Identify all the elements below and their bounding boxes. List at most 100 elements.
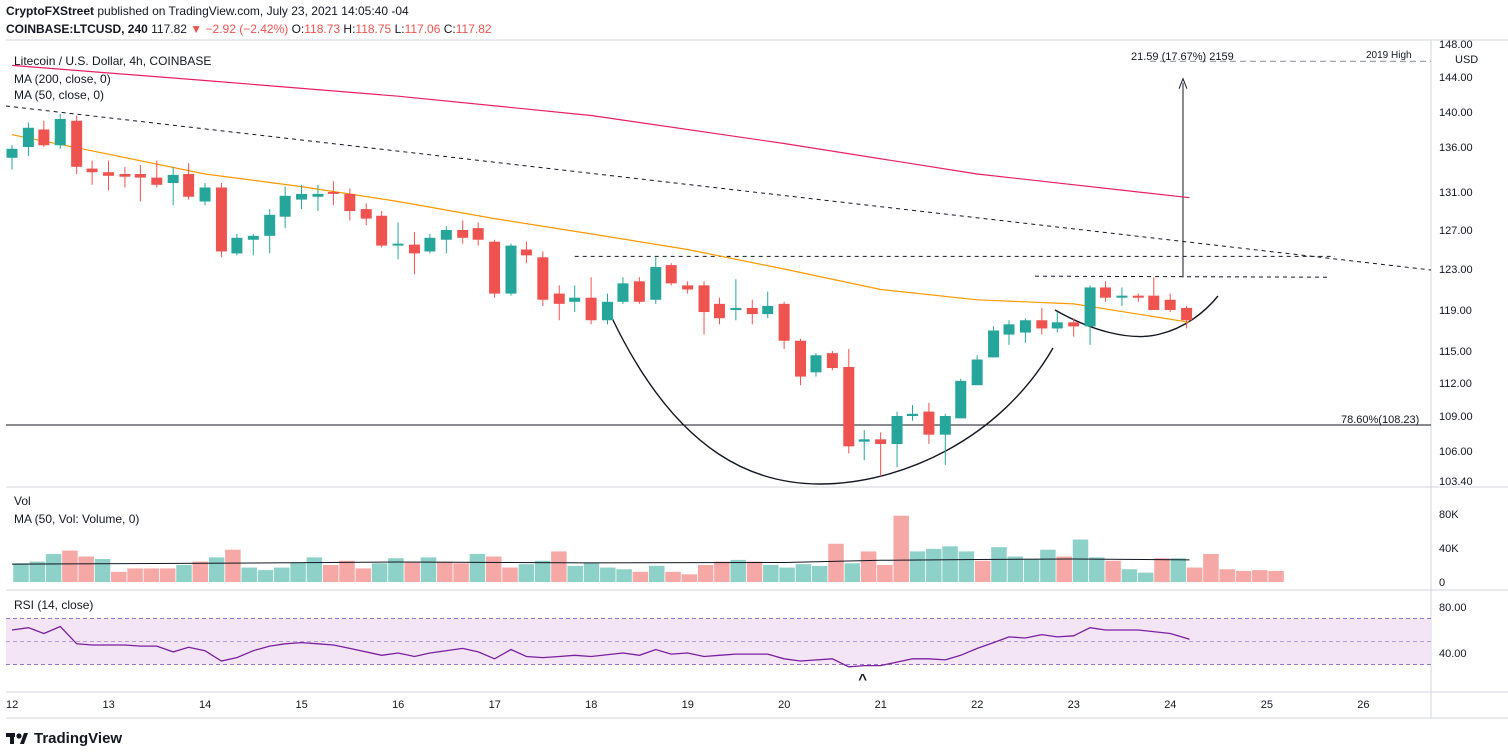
- volume-bar: [29, 561, 46, 582]
- rsi-pane[interactable]: ^: [6, 618, 1431, 689]
- volume-bar: [1056, 556, 1072, 582]
- volume-bar: [13, 563, 29, 582]
- volume-bar: [1023, 559, 1040, 582]
- candle: [6, 145, 18, 170]
- price-tick-label: 109.00: [1439, 411, 1473, 423]
- candle-body: [1116, 295, 1128, 298]
- open-value: 118.73: [304, 22, 341, 36]
- candle-body: [54, 119, 66, 146]
- time-tick-label: 17: [489, 699, 501, 711]
- volume-bar: [1040, 549, 1056, 582]
- candle-body: [472, 228, 484, 240]
- candle-body: [360, 209, 372, 219]
- price-tick-label: 103.40: [1439, 476, 1473, 488]
- candle-body: [279, 195, 291, 217]
- candle: [489, 239, 501, 298]
- volume-bar: [1203, 553, 1219, 582]
- volume-bar: [811, 565, 828, 582]
- candle-body: [1036, 320, 1048, 329]
- candle: [472, 222, 484, 246]
- candle-body: [440, 230, 452, 240]
- volume-bar: [665, 571, 681, 582]
- volume-bar: [111, 571, 127, 582]
- volume-bar: [648, 565, 665, 582]
- volume-bar: [779, 567, 795, 582]
- tradingview-brand: TradingView: [34, 729, 123, 747]
- candle-body: [520, 249, 532, 256]
- tradingview-footer[interactable]: TradingView: [6, 727, 122, 749]
- publisher-name[interactable]: CryptoFXStreet: [6, 4, 95, 18]
- time-tick-label: 22: [971, 699, 983, 711]
- volume-pane[interactable]: [11, 515, 1284, 582]
- candle: [1051, 312, 1063, 333]
- volume-bar: [371, 563, 388, 582]
- volume-bar: [208, 557, 225, 582]
- candle-body: [264, 214, 276, 236]
- candle: [247, 233, 259, 256]
- time-tick-label: 21: [875, 699, 887, 711]
- volume-bar: [420, 557, 437, 582]
- volume-bar: [518, 564, 535, 582]
- axes[interactable]: 103.40 106.00 109.00 112.00 115.00 119.00 123.…: [6, 39, 1473, 711]
- candle: [1003, 320, 1015, 345]
- candle-body: [151, 177, 163, 185]
- candle-body: [906, 413, 918, 416]
- candle: [713, 297, 725, 325]
- candle: [1019, 318, 1031, 343]
- candle-body: [424, 237, 436, 252]
- legend-ma50[interactable]: MA (50, close, 0): [14, 88, 104, 102]
- rsi-title[interactable]: RSI (14, close): [14, 598, 93, 612]
- price-tick-label: 148.00: [1439, 39, 1473, 51]
- volume-bar: [1105, 560, 1121, 582]
- candle-body: [569, 297, 581, 302]
- candle: [279, 186, 291, 229]
- volume-tick-label: 40K: [1439, 543, 1459, 555]
- volume-bar: [1137, 572, 1154, 582]
- candle: [602, 293, 614, 325]
- candle: [762, 291, 774, 319]
- tradingview-logo-icon: [6, 733, 28, 744]
- candle: [457, 220, 469, 244]
- candle-body: [1181, 307, 1193, 321]
- volume-bar: [681, 574, 698, 582]
- candle: [264, 209, 276, 254]
- volume-bar: [860, 551, 877, 582]
- time-tick-label: 13: [103, 699, 115, 711]
- volume-bar: [942, 546, 958, 582]
- candle-body: [730, 307, 742, 310]
- candle: [22, 122, 34, 156]
- legend-ma200[interactable]: MA (200, close, 0): [14, 72, 111, 86]
- candle: [86, 160, 98, 185]
- volume-bar: [893, 515, 909, 582]
- candle: [424, 233, 436, 254]
- candle-body: [795, 340, 807, 377]
- candle: [585, 277, 597, 325]
- volume-tick-label: 80K: [1439, 509, 1459, 521]
- last-price: 117.82: [151, 22, 187, 36]
- volume-bar: [1186, 567, 1203, 582]
- volume-ma-label[interactable]: MA (50, Vol: Volume, 0): [14, 512, 139, 526]
- price-pane[interactable]: [5, 60, 1432, 485]
- candle: [119, 166, 131, 188]
- candle-body: [698, 285, 710, 313]
- candle-body: [1084, 287, 1096, 327]
- candle: [826, 351, 838, 371]
- volume-bar: [534, 560, 551, 582]
- price-tick-label: 140.00: [1439, 107, 1473, 119]
- volume-bar: [339, 560, 355, 582]
- volume-bar: [714, 561, 730, 582]
- candle: [698, 281, 710, 335]
- ma-line: [11, 64, 1190, 199]
- volume-bar: [763, 565, 779, 582]
- candle-body: [6, 148, 18, 158]
- candle-body: [1068, 322, 1080, 327]
- candle: [665, 263, 677, 286]
- volume-tick-label: 0: [1439, 577, 1445, 589]
- time-tick-label: 15: [296, 699, 308, 711]
- ma-line: [11, 134, 1190, 323]
- candle-body: [537, 257, 549, 300]
- candle-body: [376, 215, 388, 246]
- volume-bar: [991, 547, 1007, 582]
- volume-bar: [485, 556, 502, 582]
